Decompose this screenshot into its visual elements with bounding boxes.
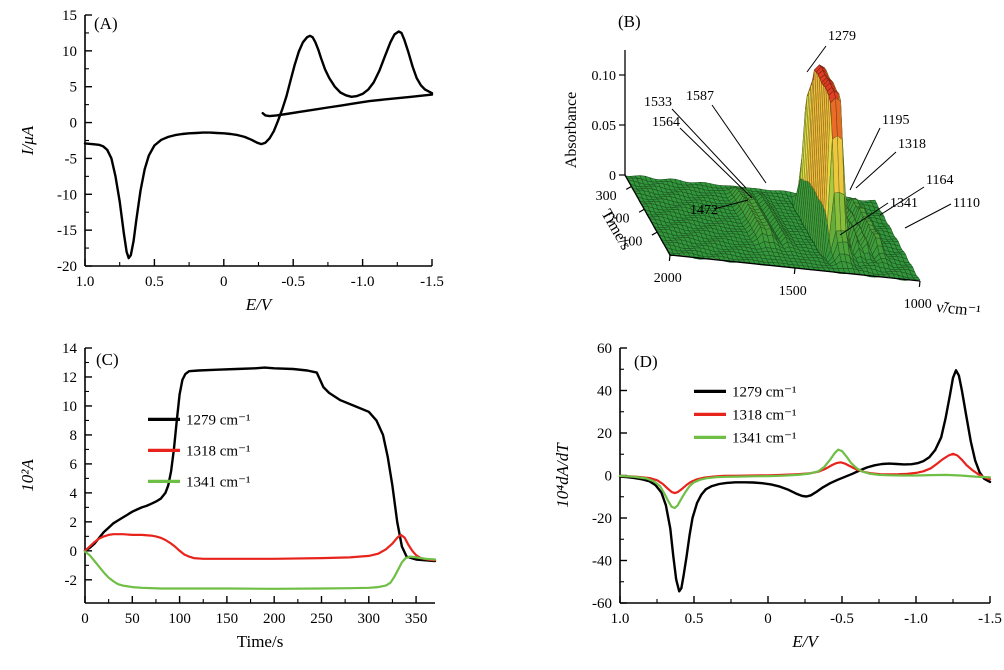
svg-text:1318 cm⁻¹: 1318 cm⁻¹ bbox=[186, 443, 251, 459]
panel-d: (D) 1.0 0.5 0 -0.5 -1.0 -1.5 -60 -40 -20 0 20 40 60 E… bbox=[530, 330, 1004, 670]
svg-text:1110: 1110 bbox=[953, 196, 980, 211]
svg-text:0: 0 bbox=[605, 469, 613, 485]
svg-text:1564: 1564 bbox=[652, 115, 680, 130]
svg-text:5: 5 bbox=[70, 80, 78, 96]
svg-text:0: 0 bbox=[70, 544, 78, 560]
svg-text:1341 cm⁻¹: 1341 cm⁻¹ bbox=[732, 430, 797, 446]
svg-text:-1.0: -1.0 bbox=[351, 274, 375, 290]
svg-text:1279 cm⁻¹: 1279 cm⁻¹ bbox=[186, 412, 251, 428]
svg-text:2000: 2000 bbox=[654, 271, 682, 286]
svg-text:0: 0 bbox=[220, 274, 228, 290]
svg-text:6: 6 bbox=[70, 457, 78, 473]
svg-text:15: 15 bbox=[62, 8, 77, 24]
svg-text:300: 300 bbox=[596, 189, 617, 204]
svg-text:-1.0: -1.0 bbox=[904, 611, 928, 627]
svg-text:-0.5: -0.5 bbox=[281, 274, 305, 290]
panel-a-label: (A) bbox=[94, 14, 118, 33]
svg-text:-15: -15 bbox=[57, 223, 77, 239]
svg-text:1164: 1164 bbox=[926, 173, 953, 188]
svg-text:-5: -5 bbox=[65, 151, 78, 167]
svg-text:1318 cm⁻¹: 1318 cm⁻¹ bbox=[732, 407, 797, 423]
svg-text:50: 50 bbox=[125, 611, 140, 627]
svg-text:-20: -20 bbox=[57, 259, 77, 275]
svg-text:-2: -2 bbox=[65, 573, 78, 589]
svg-text:1533: 1533 bbox=[644, 95, 672, 110]
panel-b: (B) 0 0.05 0.10 Absorbance 100 200 300 Time/s 20… bbox=[560, 0, 1004, 330]
svg-text:0: 0 bbox=[81, 611, 89, 627]
svg-text:100: 100 bbox=[621, 234, 642, 249]
svg-text:10: 10 bbox=[62, 399, 77, 415]
svg-text:E/V: E/V bbox=[791, 632, 820, 651]
svg-text:0.5: 0.5 bbox=[685, 611, 704, 627]
panel-d-label: (D) bbox=[634, 352, 658, 371]
panel-c-chart: 0 50 100 150 200 250 300 350 -2 0 2 4 6 8 10 12 14 Time/s… bbox=[18, 341, 437, 651]
svg-text:1279 cm⁻¹: 1279 cm⁻¹ bbox=[732, 384, 797, 400]
svg-text:1472: 1472 bbox=[690, 203, 718, 218]
svg-text:4: 4 bbox=[70, 486, 78, 502]
svg-text:300: 300 bbox=[358, 611, 381, 627]
svg-text:E/V: E/V bbox=[245, 295, 274, 314]
svg-text:-60: -60 bbox=[592, 596, 612, 612]
svg-text:0.5: 0.5 bbox=[145, 274, 164, 290]
svg-text:200: 200 bbox=[608, 212, 629, 227]
svg-text:Absorbance: Absorbance bbox=[563, 92, 580, 168]
svg-text:0: 0 bbox=[70, 116, 78, 132]
svg-text:0: 0 bbox=[609, 169, 616, 184]
svg-text:14: 14 bbox=[62, 341, 78, 357]
svg-text:-0.5: -0.5 bbox=[830, 611, 854, 627]
svg-text:60: 60 bbox=[597, 341, 612, 357]
svg-text:-40: -40 bbox=[592, 554, 612, 570]
svg-text:I/μA: I/μA bbox=[18, 125, 37, 156]
svg-text:Time/s: Time/s bbox=[237, 632, 284, 651]
svg-text:2: 2 bbox=[70, 515, 78, 531]
panel-c-label: (C) bbox=[96, 350, 119, 369]
svg-text:10⁴dA/dT: 10⁴dA/dT bbox=[553, 442, 572, 508]
svg-text:10: 10 bbox=[62, 44, 77, 60]
svg-text:200: 200 bbox=[263, 611, 286, 627]
svg-text:1195: 1195 bbox=[882, 113, 909, 128]
svg-text:10²A: 10²A bbox=[18, 459, 37, 492]
svg-text:1318: 1318 bbox=[898, 137, 926, 152]
panel-a: (A) 1.0 0.5 0 -0.5 -1.0 -1.5 -20 -15 -10 -5 0 5 10 15… bbox=[0, 0, 470, 320]
svg-text:0: 0 bbox=[764, 611, 772, 627]
svg-text:1500: 1500 bbox=[779, 284, 807, 299]
panel-d-chart: 1.0 0.5 0 -0.5 -1.0 -1.5 -60 -40 -20 0 20 40 60 E/V 10… bbox=[553, 341, 1002, 651]
svg-text:100: 100 bbox=[168, 611, 191, 627]
svg-text:-1.5: -1.5 bbox=[978, 611, 1002, 627]
svg-text:40: 40 bbox=[597, 384, 612, 400]
svg-text:8: 8 bbox=[70, 428, 78, 444]
svg-text:0.10: 0.10 bbox=[592, 69, 617, 84]
svg-text:ν̃/cm⁻¹: ν̃/cm⁻¹ bbox=[935, 299, 981, 321]
svg-text:150: 150 bbox=[216, 611, 239, 627]
svg-text:1000: 1000 bbox=[904, 297, 932, 312]
svg-text:1587: 1587 bbox=[686, 89, 714, 104]
svg-text:250: 250 bbox=[310, 611, 333, 627]
svg-text:1341: 1341 bbox=[890, 196, 918, 211]
svg-text:-1.5: -1.5 bbox=[420, 274, 444, 290]
svg-text:1.0: 1.0 bbox=[76, 274, 95, 290]
panel-b-chart: 00.050.10Absorbance100200300Time/s200015… bbox=[563, 29, 982, 321]
panel-c: (C) 0 50 100 150 200 250 300 350 -2 0 2 4 6 8 10 12 14 Ti… bbox=[0, 330, 470, 670]
svg-text:-10: -10 bbox=[57, 187, 77, 203]
svg-text:1.0: 1.0 bbox=[611, 611, 630, 627]
svg-text:350: 350 bbox=[405, 611, 428, 627]
panel-a-chart: 1.0 0.5 0 -0.5 -1.0 -1.5 -20 -15 -10 -5 0 5 10 15 E/V I… bbox=[18, 8, 444, 314]
svg-text:-20: -20 bbox=[592, 511, 612, 527]
svg-text:0.05: 0.05 bbox=[592, 119, 617, 134]
svg-text:12: 12 bbox=[62, 370, 77, 386]
svg-text:1279: 1279 bbox=[828, 29, 856, 44]
svg-text:20: 20 bbox=[597, 426, 612, 442]
svg-text:1341 cm⁻¹: 1341 cm⁻¹ bbox=[186, 474, 251, 490]
panel-b-label: (B) bbox=[618, 12, 641, 31]
